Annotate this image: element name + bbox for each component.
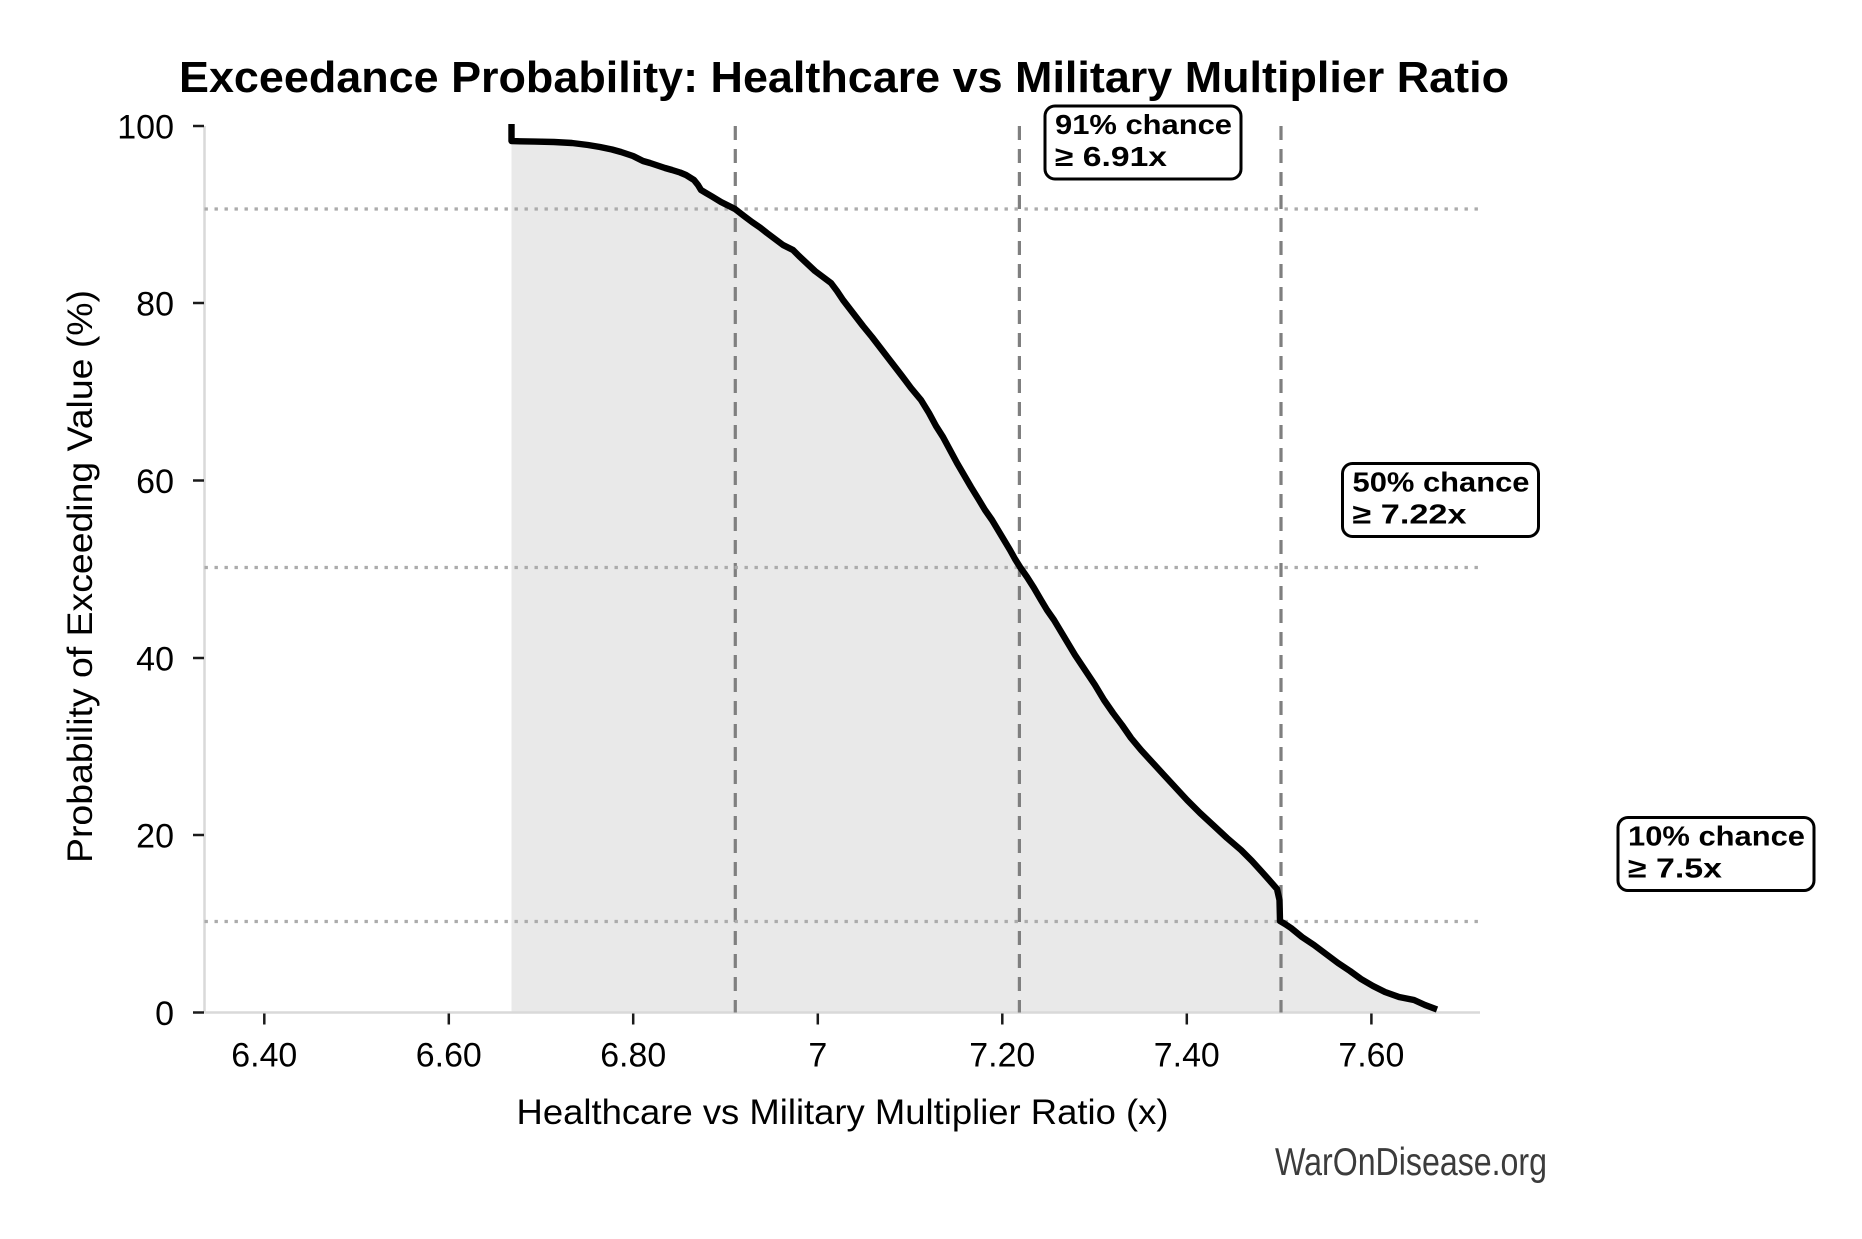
svg-text:100: 100 <box>117 109 174 147</box>
svg-text:≥ 6.91x: ≥ 6.91x <box>1055 141 1168 172</box>
svg-text:7.20: 7.20 <box>969 1037 1035 1075</box>
svg-text:50% chance: 50% chance <box>1353 467 1530 498</box>
svg-text:6.80: 6.80 <box>600 1037 666 1075</box>
svg-text:Healthcare vs Military Multipl: Healthcare vs Military Multiplier Ratio … <box>517 1092 1169 1132</box>
svg-text:91% chance: 91% chance <box>1055 109 1232 140</box>
svg-text:80: 80 <box>136 286 174 324</box>
svg-text:≥ 7.22x: ≥ 7.22x <box>1353 499 1468 530</box>
svg-text:60: 60 <box>136 463 174 501</box>
svg-text:≥ 7.5x: ≥ 7.5x <box>1628 853 1723 884</box>
svg-text:6.40: 6.40 <box>231 1037 297 1075</box>
svg-text:7.40: 7.40 <box>1154 1037 1220 1075</box>
svg-text:0: 0 <box>155 995 174 1033</box>
svg-text:Exceedance Probability: Health: Exceedance Probability: Healthcare vs Mi… <box>179 53 1509 102</box>
svg-text:6.60: 6.60 <box>416 1037 482 1075</box>
svg-text:Probability of Exceeding Value: Probability of Exceeding Value (%) <box>60 290 100 863</box>
svg-text:20: 20 <box>136 818 174 856</box>
svg-text:WarOnDisease.org: WarOnDisease.org <box>1275 1141 1547 1184</box>
svg-text:7: 7 <box>808 1037 827 1075</box>
svg-text:40: 40 <box>136 641 174 679</box>
svg-text:10% chance: 10% chance <box>1628 821 1805 852</box>
svg-text:7.60: 7.60 <box>1338 1037 1404 1075</box>
